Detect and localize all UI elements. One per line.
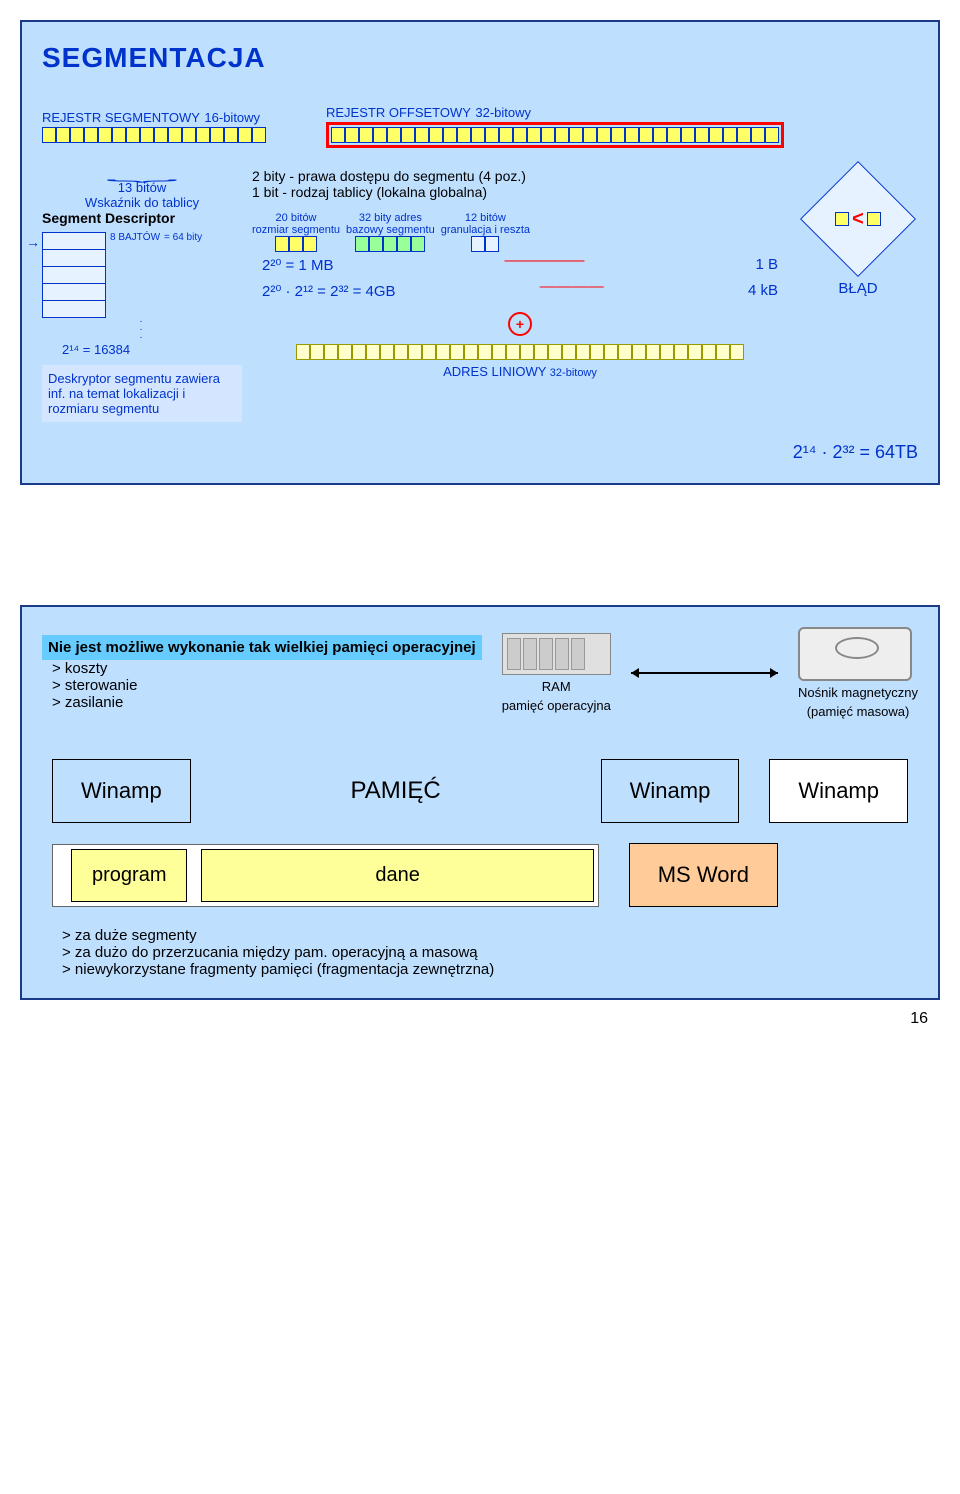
offset-red-frame [326,122,784,148]
addr-text: ADRES LINIOWY [443,364,546,379]
footer-list: > za duże segmenty> za dużo do przerzuca… [42,927,918,978]
f1-bot: rozmiar segmentu [252,224,340,236]
linear-addr-label: ADRES LINIOWY 32-bitowy [252,364,788,379]
program-row: program dane MS Word [42,843,918,907]
pamiec-label: PAMIĘĆ [221,777,571,805]
dane-seg: dane [201,849,593,902]
f1-bits [252,236,340,252]
descriptor-text: Deskryptor segmentu zawiera inf. na tema… [42,365,242,422]
calc2: 2²⁰ · 2¹² = 2³² = 4GB [262,282,396,300]
seg-reg-bits: 16-bitowy [204,110,260,125]
bidir-arrow [631,672,778,674]
fields-row: 20 bitów rozmiar segmentu 32 bity adres … [252,212,788,252]
linear-addr-bits [252,344,788,360]
segment-register: REJESTR SEGMENTOWY 16-bitowy [42,109,266,143]
main-area: ⏟ 13 bitów Wskaźnik do tablicy Segment D… [42,168,918,422]
ram-block: RAM pamięć operacyjna [502,633,611,713]
disk-label1: Nośnik magnetyczny [798,685,918,700]
f2-top: 32 bity adres [346,212,435,224]
calc1r: 1 B [755,256,778,274]
dots-icon: ··· [42,318,242,342]
note-row: Nie jest możliwe wykonanie tak wielkiej … [42,627,918,719]
calc1: 2²⁰ = 1 MB [262,256,333,274]
seg-desc-label: Segment Descriptor [42,210,242,226]
note-title: Nie jest możliwe wykonanie tak wielkiej … [42,635,482,660]
registers-row: REJESTR SEGMENTOWY 16-bitowy REJESTR OFF… [42,104,918,148]
ram-label2: pamięć operacyjna [502,698,611,713]
off-reg-bits: 32-bitowy [475,105,531,120]
f2-bot: bazowy segmentu [346,224,435,236]
table-cells [42,232,106,318]
field-base: 32 bity adres bazowy segmentu [346,212,435,252]
msword-block: MS Word [629,843,778,907]
descriptor-table: → 8 BAJTÓW = 64 bity [42,232,242,318]
calc2r: 4 kB [748,282,778,300]
pointer-label: Wskaźnik do tablicy [42,195,242,210]
off-reg-bits-row [331,127,779,143]
total-capacity: 2¹⁴ · 2³² = 64TB [42,442,918,463]
eq-label: = 64 bity [164,232,202,243]
left-column: ⏟ 13 bitów Wskaźnik do tablicy Segment D… [42,168,242,422]
table-count: 2¹⁴ = 16384 [42,342,242,357]
mid-column: 2 bity - prawa dostępu do segmentu (4 po… [252,168,788,422]
bytes-label: 8 BAJTÓW [110,232,160,243]
gap1 [57,849,71,902]
seg-reg-bits-row [42,127,266,143]
cmp-box1 [835,212,849,226]
field-gran: 12 bitów granulacja i reszta [441,212,530,252]
lt-icon: < [852,208,864,231]
note-list: > koszty> sterowanie> zasilanie [42,660,482,711]
memory-container: program dane [52,844,599,907]
disk-label2: (pamięć masowa) [798,704,918,719]
field-size: 20 bitów rozmiar segmentu [252,212,340,252]
f3-bits [441,236,530,252]
access-line1: 2 bity - prawa dostępu do segmentu (4 po… [252,168,788,184]
f2-bits [346,236,435,252]
winamp-row: Winamp PAMIĘĆ Winamp Winamp [42,759,918,823]
f3-bot: granulacja i reszta [441,224,530,236]
gap2 [187,849,201,902]
compare-diamond: < [800,161,916,277]
plus-icon: + [508,312,532,336]
access-line2: 1 bit - rodzaj tablicy (lokalna globalna… [252,184,788,200]
addr-bits-text: 32-bitowy [550,367,597,379]
f3-top: 12 bitów [441,212,530,224]
winamp-block3: Winamp [769,759,908,823]
seg-reg-label: REJESTR SEGMENTOWY [42,110,200,125]
memory-panel: Nie jest możliwe wykonanie tak wielkiej … [20,605,940,1000]
error-label: BŁĄD [798,280,918,297]
ram-icon [502,633,611,675]
note-block: Nie jest możliwe wykonanie tak wielkiej … [42,635,482,711]
cmp-box2 [867,212,881,226]
disk-icon [798,627,912,681]
brace-bits-label: 13 bitów [42,180,242,195]
disk-block: Nośnik magnetyczny (pamięć masowa) [798,627,918,719]
winamp-block2: Winamp [601,759,740,823]
arrow-icon: → [26,234,40,250]
program-seg: program [71,849,187,902]
off-reg-label: REJESTR OFFSETOWY [326,105,471,120]
ram-label1: RAM [502,679,611,694]
offset-register: REJESTR OFFSETOWY 32-bitowy [326,104,918,148]
winamp-block1: Winamp [52,759,191,823]
calc-row1: 2²⁰ = 1 MB ————— 1 B [252,252,788,278]
right-column: < BŁĄD [798,168,918,422]
panel-title: SEGMENTACJA [42,42,918,74]
segmentation-panel: SEGMENTACJA REJESTR SEGMENTOWY 16-bitowy… [20,20,940,485]
page-number: 16 [910,1010,928,1028]
f1-top: 20 bitów [252,212,340,224]
calc-row2: 2²⁰ · 2¹² = 2³² = 4GB ———— 4 kB [252,278,788,304]
